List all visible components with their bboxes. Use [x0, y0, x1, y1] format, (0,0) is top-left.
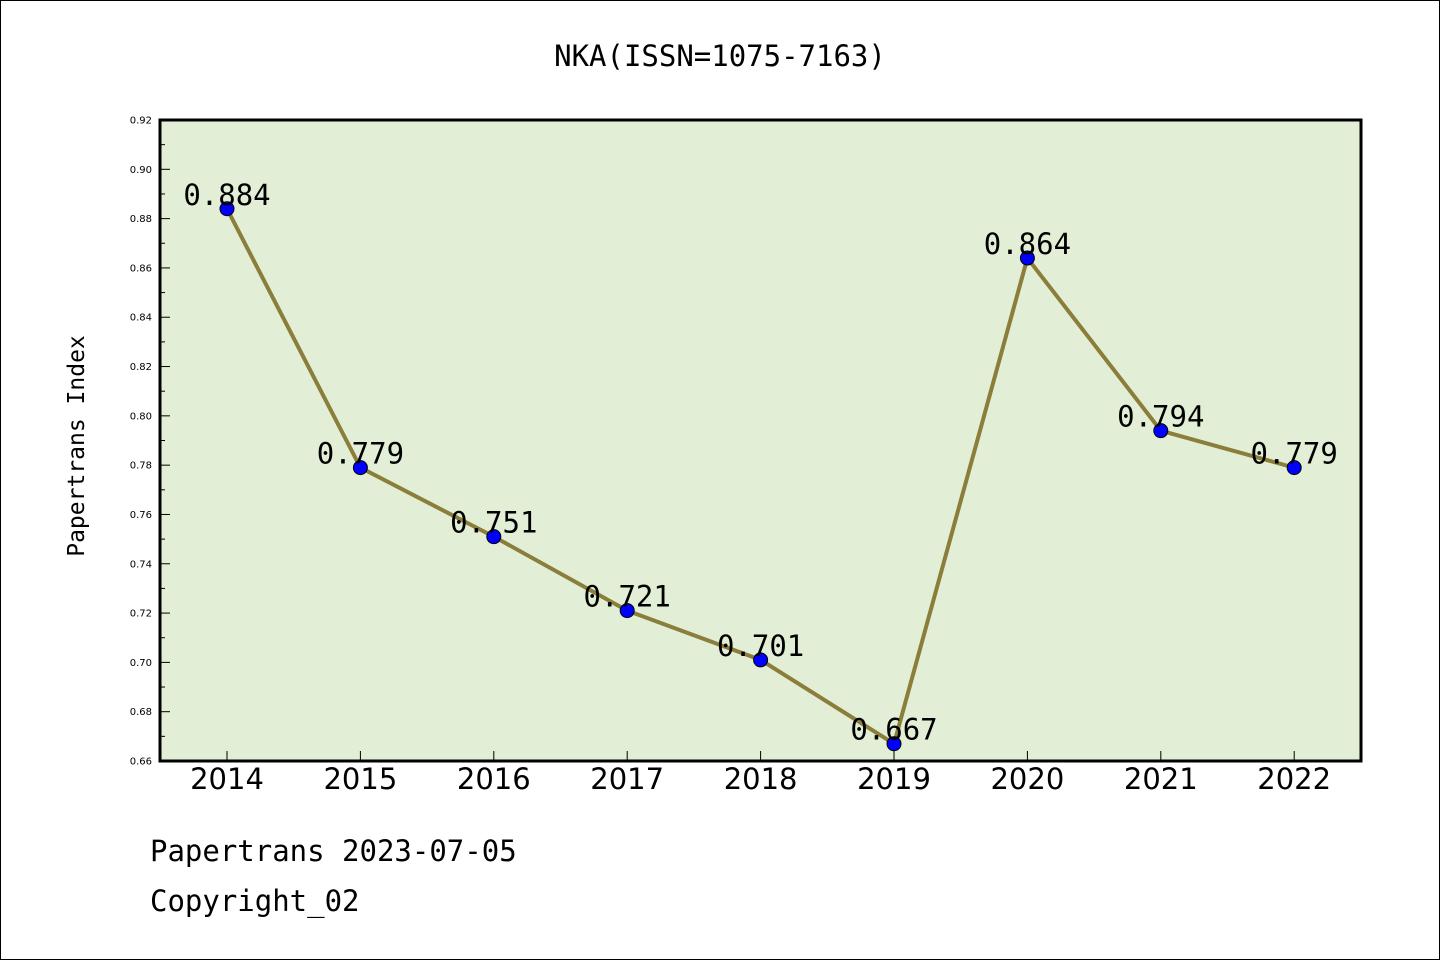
x-tick-label: 2018 [724, 762, 798, 796]
chart-title: NKA(ISSN=1075-7163) [554, 39, 886, 73]
x-tick-label: 2016 [457, 762, 531, 796]
y-tick-label: 0.66 [130, 757, 152, 768]
y-axis-label: Papertrans Index [64, 335, 90, 557]
data-point [352, 460, 368, 476]
data-point [1286, 460, 1302, 476]
data-point [619, 603, 635, 619]
data-label: 0.884 [183, 178, 270, 212]
x-axis-ticks: 2014 2015 2016 2017 2018 2019 2020 2021 2022 [190, 751, 1331, 796]
y-tick-label: 0.78 [130, 461, 152, 472]
y-axis-ticks: 0.66 0.68 0.70 0.72 0.74 0.76 0.78 0.80 0.82 0.84… [130, 116, 170, 768]
data-point [1153, 423, 1169, 439]
y-tick-label: 0.92 [130, 116, 152, 127]
data-label: 0.794 [1117, 400, 1204, 434]
x-tick-label: 2022 [1257, 762, 1331, 796]
data-label: 0.701 [717, 629, 804, 663]
data-label: 0.864 [984, 227, 1071, 261]
y-tick-label: 0.84 [130, 313, 152, 324]
y-tick-label: 0.88 [130, 214, 152, 225]
data-point [753, 652, 769, 668]
data-labels-group: 0.884 0.779 0.751 0.721 0.701 0.667 0.864 0.794… [183, 178, 1338, 747]
y-tick-label: 0.80 [130, 411, 152, 422]
x-tick-label: 2017 [590, 762, 664, 796]
y-tick-label: 0.86 [130, 263, 152, 274]
data-label: 0.667 [850, 713, 937, 747]
y-tick-label: 0.76 [130, 510, 152, 521]
footer-copyright: Copyright_02 [150, 884, 360, 918]
y-tick-label: 0.70 [130, 658, 152, 669]
y-tick-label: 0.90 [130, 165, 152, 176]
data-point [486, 529, 502, 545]
y-tick-label: 0.74 [130, 559, 152, 570]
data-label: 0.721 [584, 580, 671, 614]
x-tick-label: 2019 [857, 762, 931, 796]
data-label: 0.779 [1251, 437, 1338, 471]
y-tick-label: 0.72 [130, 609, 152, 620]
x-tick-label: 2015 [323, 762, 397, 796]
x-tick-label: 2014 [190, 762, 264, 796]
y-tick-label: 0.68 [130, 707, 152, 718]
data-label: 0.779 [317, 437, 404, 471]
data-point [1019, 250, 1035, 266]
x-tick-label: 2020 [990, 762, 1064, 796]
x-tick-label: 2021 [1124, 762, 1198, 796]
data-point [886, 736, 902, 752]
footer-date: Papertrans 2023-07-05 [150, 834, 517, 868]
data-label: 0.751 [450, 506, 537, 540]
y-tick-label: 0.82 [130, 362, 152, 373]
data-point [219, 201, 235, 217]
series-group [219, 201, 1302, 752]
